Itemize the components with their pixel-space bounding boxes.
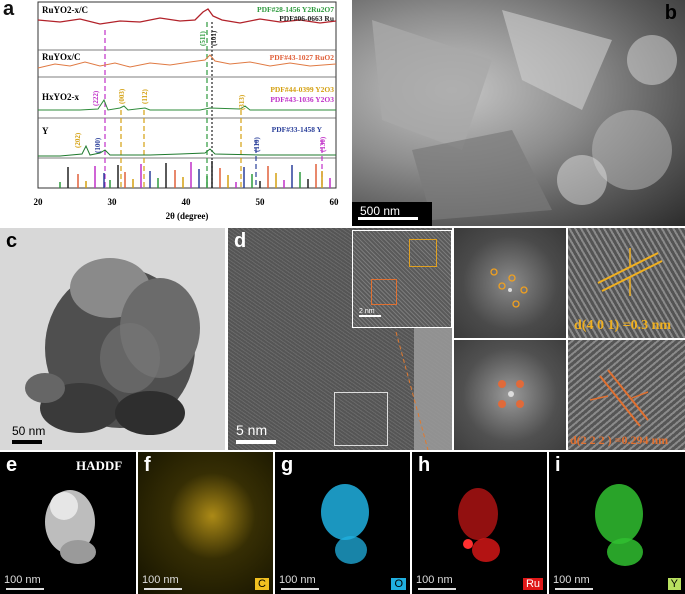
panel-label-c: c bbox=[6, 230, 18, 252]
pdf-label-y2o3-a: PDF#44-0399 Y2O3 bbox=[270, 85, 334, 94]
panel-label-e: e bbox=[6, 454, 18, 476]
scale-bar-i bbox=[555, 588, 593, 590]
scale-label-g: 100 nm bbox=[279, 574, 316, 586]
peak-label-222: (222) bbox=[92, 90, 100, 106]
tem-image: c 50 nm bbox=[0, 228, 225, 450]
trace-label-2: RuYOx/C bbox=[42, 52, 81, 62]
d-spacing-222: d(2 2 2 ) =0.294 nm bbox=[570, 433, 669, 447]
x-axis-label: 2θ (degree) bbox=[166, 211, 209, 221]
panel-label-g: g bbox=[281, 454, 294, 476]
element-badge-ru: Ru bbox=[522, 578, 543, 590]
x-tick-40: 40 bbox=[182, 197, 192, 207]
peak-label-511: (511) bbox=[199, 31, 207, 46]
lattice-zoom-top: d(4 0 1) =0.3 nm bbox=[568, 228, 685, 338]
eds-map-ru: h 100 nm Ru bbox=[412, 452, 547, 594]
panel-label-a: a bbox=[3, 0, 15, 20]
peak-label-101: (101) bbox=[210, 30, 218, 46]
peak-label-202: (202) bbox=[74, 132, 82, 148]
scale-bar-f bbox=[144, 588, 182, 590]
peak-label-313: (313) bbox=[238, 94, 246, 110]
trace-label-3: HxYO2-x bbox=[42, 92, 79, 102]
scale-bar-g bbox=[281, 588, 319, 590]
panel-label-d: d bbox=[234, 230, 247, 252]
peak-label-100: (100) bbox=[94, 137, 102, 153]
d-spacing-401: d(4 0 1) =0.3 nm bbox=[574, 318, 672, 333]
scale-label-i: 100 nm bbox=[553, 574, 590, 586]
haddf-title: HADDF bbox=[76, 458, 123, 473]
scale-label-e: 100 nm bbox=[4, 574, 41, 586]
scale-label-h: 100 nm bbox=[416, 574, 453, 586]
panel-label-h: h bbox=[418, 454, 431, 476]
lattice-zoom-bottom: d(2 2 2 ) =0.294 nm bbox=[568, 340, 685, 450]
peak-label-112: (112) bbox=[141, 89, 149, 104]
xrd-panel: a 20 30 40 50 60 2θ (degree) RuYO2-x/C R bbox=[0, 0, 352, 222]
panel-label-f: f bbox=[144, 454, 151, 476]
panel-label-b: b bbox=[664, 2, 677, 24]
scale-label-f: 100 nm bbox=[142, 574, 179, 586]
pdf-label-y2o3-b: PDF#43-1036 Y2O3 bbox=[270, 95, 334, 104]
fft-bottom bbox=[454, 340, 566, 450]
pdf-label-y2ru2o7: PDF#28-1456 Y2Ru2O7 bbox=[257, 5, 334, 14]
x-tick-30: 30 bbox=[108, 197, 118, 207]
scale-bar-b bbox=[358, 217, 418, 220]
panel-label-i: i bbox=[555, 454, 561, 476]
xrd-frame bbox=[37, 1, 337, 189]
scale-bar-h bbox=[418, 588, 456, 590]
fft-top bbox=[454, 228, 566, 338]
element-badge-o: O bbox=[391, 578, 406, 590]
sem-image: b 500 nm bbox=[352, 0, 685, 226]
scale-bar-c bbox=[12, 440, 42, 444]
eds-map-o: g 100 nm O bbox=[275, 452, 410, 594]
hrtem-image: d 2 nm 5 nm bbox=[228, 228, 452, 450]
scale-bar-d bbox=[236, 440, 276, 444]
scale-label-c: 50 nm bbox=[12, 424, 46, 438]
xrd-chart: 20 30 40 50 60 2θ (degree) RuYO2-x/C RuY… bbox=[34, 1, 340, 221]
x-tick-50: 50 bbox=[256, 197, 266, 207]
pdf-label-y: PDF#33-1458 Y bbox=[272, 125, 323, 134]
peak-label-130: (130) bbox=[319, 136, 327, 152]
haddf-image: e HADDF 100 nm bbox=[0, 452, 136, 594]
pdf-label-ruo2: PDF#43-1027 RuO2 bbox=[270, 53, 335, 62]
peak-label-003: (003) bbox=[118, 88, 126, 104]
scale-label-d: 5 nm bbox=[236, 422, 268, 438]
scale-bar-e bbox=[6, 588, 44, 590]
inset-scale-label: 2 nm bbox=[359, 308, 375, 315]
peak-label-110: (110) bbox=[253, 137, 261, 152]
element-badge-c: C bbox=[255, 578, 269, 590]
eds-map-y: i 100 nm Y bbox=[549, 452, 685, 594]
eds-map-c: f 100 nm C bbox=[138, 452, 273, 594]
trace-label-1: RuYO2-x/C bbox=[42, 5, 88, 15]
hrtem-inset: 2 nm bbox=[352, 230, 452, 328]
scale-label-b: 500 nm bbox=[360, 204, 401, 218]
element-badge-y: Y bbox=[667, 578, 681, 590]
pdf-label-ru: PDF#06-0663 Ru bbox=[279, 14, 334, 23]
x-tick-60: 60 bbox=[330, 197, 340, 207]
trace-label-4: Y bbox=[42, 126, 49, 136]
x-tick-20: 20 bbox=[34, 197, 44, 207]
